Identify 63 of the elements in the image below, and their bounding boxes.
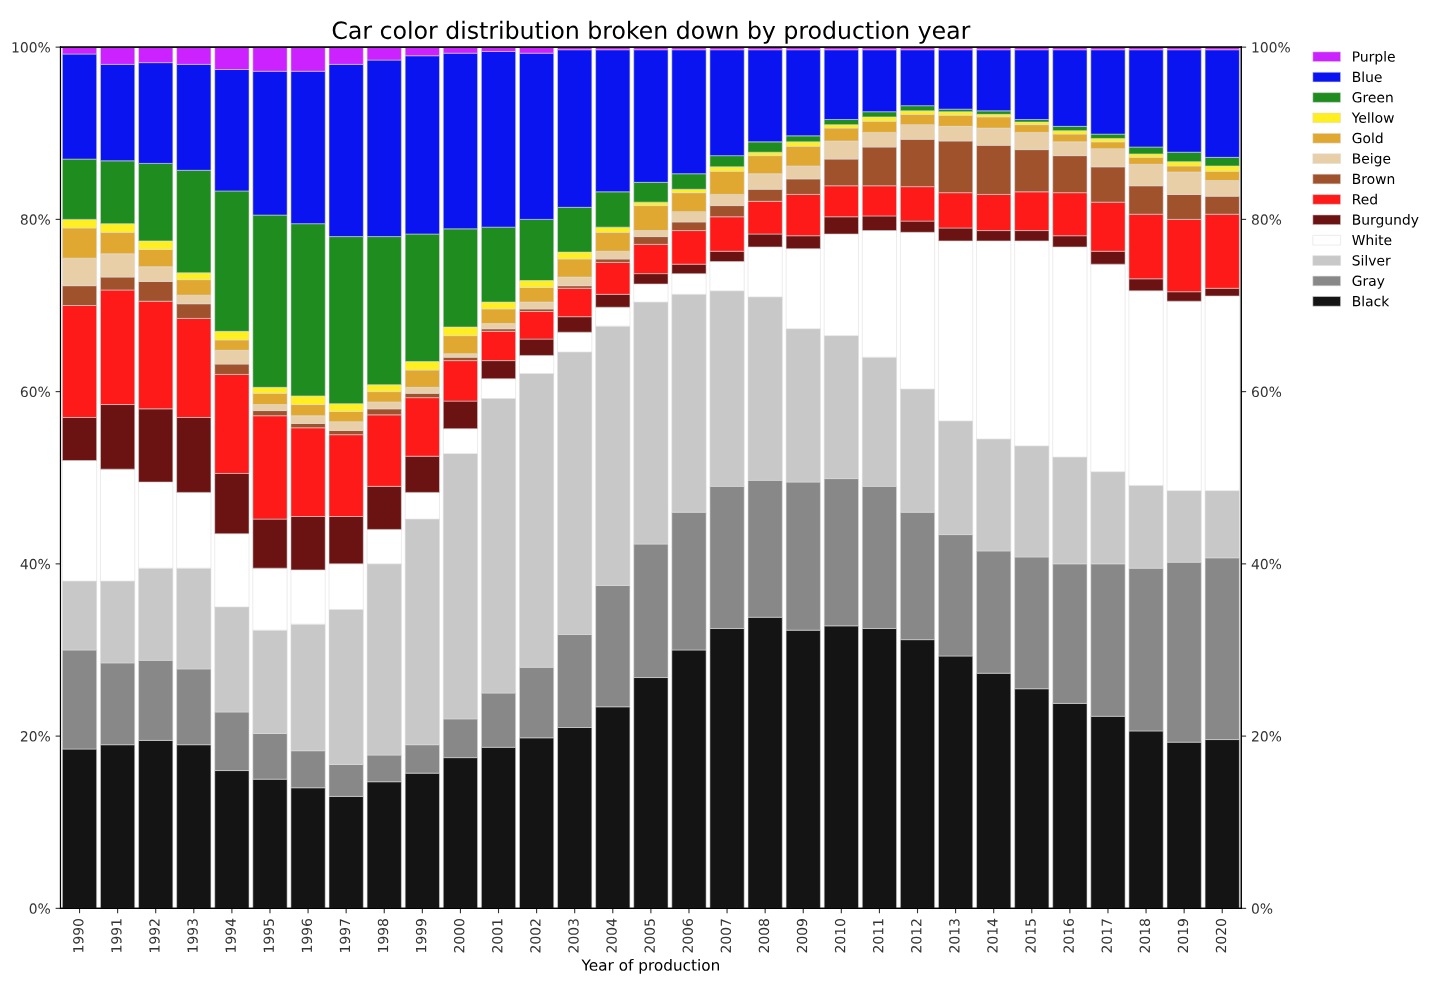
x-tick-label: 2017 [1101,919,1112,953]
x-tick-label: 2011 [872,919,884,953]
x-tick-label: 2016 [1063,918,1074,953]
y-tick-label: 0% [29,903,50,914]
y-tick-label: 100% [12,42,50,53]
x-tick-label: 2004 [606,918,617,953]
x-tick-label: 2006 [682,918,693,953]
chart-title: Car color distribution broken down by production year [332,20,971,44]
x-tick-label: 2013 [949,919,960,953]
x-tick-label: 1992 [149,919,160,952]
x-tick-label: 1990 [73,919,84,952]
bar [1052,49,1088,127]
legend-label: Brown [1353,173,1395,185]
y2-tick-label: 80% [1251,214,1282,225]
x-tick-label: 1996 [301,918,313,952]
legend-label: Burgundy [1353,214,1419,228]
x-tick-label: 2005 [644,919,655,953]
x-tick-label: 1999 [415,919,427,952]
legend-label: Green [1352,92,1393,103]
legend-label: Blue [1353,71,1382,83]
x-tick-label: 2000 [453,919,465,953]
y2-tick-label: 60% [1251,386,1282,398]
legend-label: Gold [1352,132,1383,144]
x-tick-label: 2012 [911,919,922,953]
bar [1014,49,1050,120]
legend-label: Red [1353,193,1377,205]
x-tick-label: 1993 [187,919,198,952]
x-tick-label: 2009 [796,919,808,953]
y2-tick-label: 20% [1252,731,1282,742]
x-tick-label: 1995 [263,919,275,952]
x-tick-label: 2010 [834,919,846,953]
legend-label: White [1352,234,1392,246]
x-tick-label: 2001 [492,919,503,953]
y-tick-label: 20% [20,731,50,742]
x-tick-label: 1991 [111,919,122,952]
x-tick-label: 2020 [1215,919,1227,953]
x-tick-label: 1997 [339,919,351,952]
x-tick-label: 2007 [720,919,732,953]
x-tick-label: 2015 [1025,919,1036,953]
legend-label: Yellow [1351,112,1394,123]
legend-label: Silver [1352,254,1391,266]
bar [1090,49,1126,135]
x-tick-label: 1994 [225,918,236,952]
x-tick-label: 2002 [530,919,541,953]
x-tick-label: 2019 [1177,919,1189,953]
y2-tick-label: 100% [1252,42,1290,53]
legend-label: Purple [1353,51,1395,65]
legend-label: Beige [1353,152,1391,167]
y-tick-label: 40% [20,558,50,570]
x-tick-label: 2008 [758,919,770,953]
y2-tick-label: 40% [1251,558,1282,570]
y-tick-label: 80% [20,214,50,225]
x-tick-label: 2018 [1139,919,1151,953]
x-tick-label: 2014 [987,918,998,953]
bar [938,49,974,110]
bar [976,49,1012,112]
y2-tick-label: 0% [1251,903,1273,914]
y-tick-label: 60% [20,386,50,398]
x-tick-label: 2003 [568,919,579,953]
x-axis-title: Year of production [581,958,719,974]
legend-label: Black [1353,295,1390,307]
x-tick-label: 1998 [377,919,389,952]
legend-label: Gray [1352,275,1385,289]
